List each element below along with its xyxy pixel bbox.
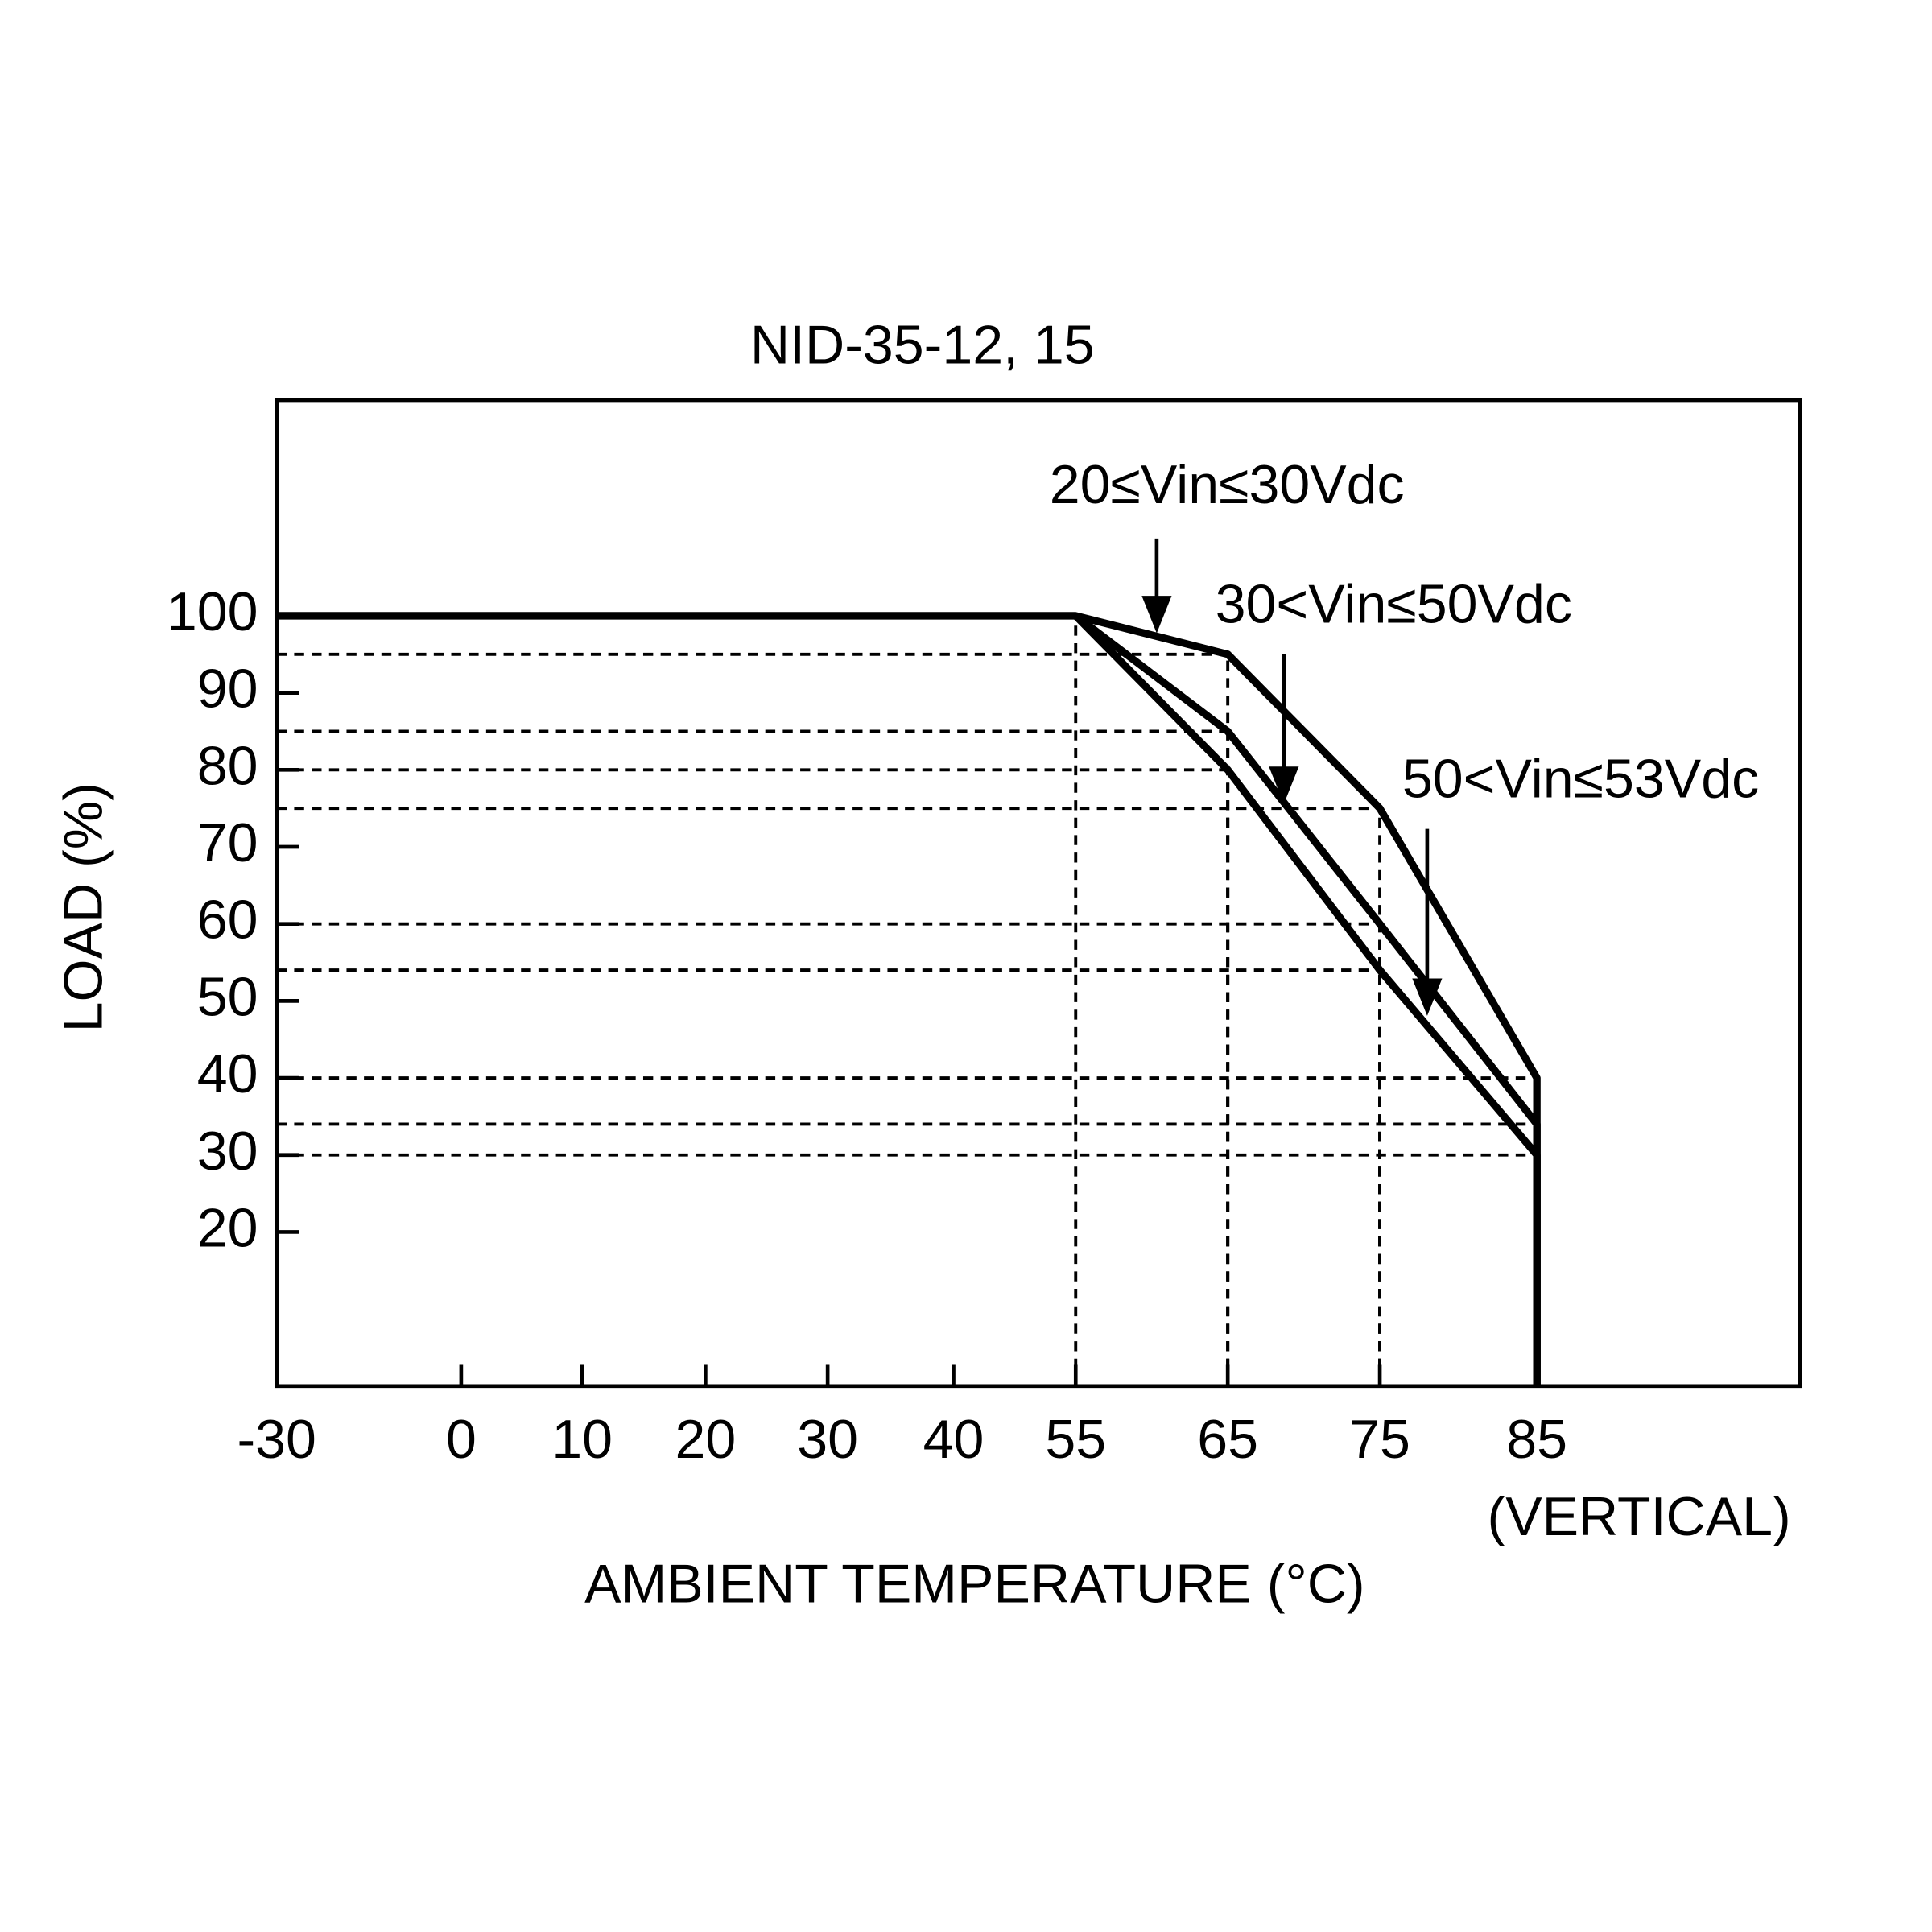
y-tick-label: 100 xyxy=(167,581,258,642)
chart-title: NID-35-12, 15 xyxy=(750,315,1095,376)
series-line xyxy=(1072,613,1541,1386)
y-tick-label: 50 xyxy=(197,966,258,1027)
x-tick-label: 40 xyxy=(923,1409,985,1470)
plot-frame xyxy=(275,398,1802,1389)
x-tick-label: 0 xyxy=(446,1409,477,1470)
x-tick-label: 75 xyxy=(1349,1409,1410,1470)
x-tick-label: 30 xyxy=(797,1409,858,1470)
x-tick-label: 20 xyxy=(675,1409,737,1470)
y-tick-label: 80 xyxy=(197,735,258,796)
x-tick-label: 85 xyxy=(1506,1409,1567,1470)
arrow-head xyxy=(1269,766,1299,804)
annotation: (VERTICAL) xyxy=(1488,1486,1791,1547)
y-axis-label: LOAD (%) xyxy=(52,782,114,1032)
y-tick-label: 30 xyxy=(197,1121,258,1182)
y-tick-label: 70 xyxy=(197,812,258,873)
x-tick-label: 65 xyxy=(1197,1409,1258,1470)
series-label: 50<Vin≤53Vdc xyxy=(1402,748,1759,809)
y-tick-label: 40 xyxy=(197,1043,258,1104)
arrow-head xyxy=(1141,596,1172,634)
series-label: 30<Vin≤50Vdc xyxy=(1216,574,1572,635)
x-tick-label: 10 xyxy=(551,1409,613,1470)
arrow-head xyxy=(1412,978,1443,1016)
y-tick-label: 60 xyxy=(197,890,258,951)
x-tick-label: 55 xyxy=(1045,1409,1106,1470)
x-tick-label: -30 xyxy=(237,1409,316,1470)
y-tick-label: 20 xyxy=(197,1197,258,1258)
x-axis-label: AMBIENT TEMPERATURE (°C) xyxy=(584,1554,1365,1615)
series-label: 20≤Vin≤30Vdc xyxy=(1050,454,1405,515)
y-tick-label: 90 xyxy=(197,658,258,720)
marks xyxy=(276,612,1541,1386)
guides xyxy=(276,614,1539,1386)
